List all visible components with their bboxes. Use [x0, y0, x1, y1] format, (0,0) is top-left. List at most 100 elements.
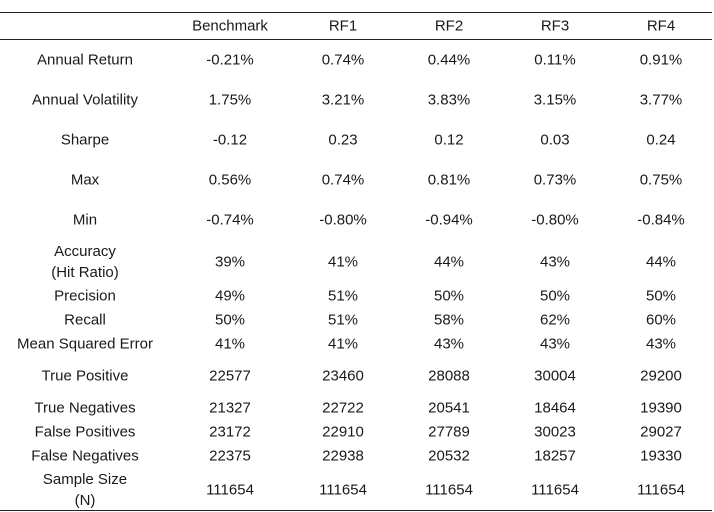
- cell-rf4: 0.91%: [639, 51, 683, 69]
- cell-rf4: 50%: [645, 287, 677, 305]
- cell-rf3: 30004: [534, 367, 576, 385]
- cell-rf4: 0.75%: [639, 171, 683, 189]
- cell-benchmark: 22577: [209, 367, 251, 385]
- cell-rf1: 41%: [327, 253, 359, 271]
- cell-rf3: 0.11%: [534, 51, 576, 69]
- cell-rf1: 41%: [327, 335, 359, 353]
- cell-rf3: 0.03: [540, 131, 570, 149]
- row-label: Accuracy (Hit Ratio): [0, 241, 170, 283]
- row-label-line: Accuracy: [54, 243, 116, 260]
- cell-benchmark: 23172: [209, 423, 251, 441]
- cell-rf4: 19330: [640, 447, 682, 465]
- cell-rf3: 62%: [539, 311, 571, 329]
- row-label-line: Recall: [64, 311, 106, 329]
- cell-rf3: 3.15%: [533, 91, 577, 109]
- cell-rf4: 3.77%: [639, 91, 683, 109]
- row-label: Precision: [0, 286, 170, 307]
- cell-rf1: 0.74%: [321, 171, 365, 189]
- row-label-line: Sharpe: [60, 131, 110, 149]
- cell-rf2: 0.44%: [427, 51, 471, 69]
- row-label-line: Mean Squared Error: [17, 335, 153, 353]
- row-label: Annual Return: [0, 50, 170, 71]
- cell-rf4: 111654: [637, 481, 685, 499]
- cell-rf2: 0.12: [434, 131, 464, 149]
- cell-rf1: 51%: [327, 311, 359, 329]
- row-label: Recall: [0, 310, 170, 331]
- cell-rf2: 50%: [433, 287, 465, 305]
- cell-rf2: 20541: [428, 399, 470, 417]
- table-row: True Negatives 21327 22722 20541 18464 19390: [0, 397, 714, 419]
- row-label-line: Annual Return: [37, 51, 133, 69]
- row-label: True Positive: [0, 366, 170, 387]
- row-label-line: Annual Volatility: [32, 91, 138, 109]
- cell-rf1: 0.23: [328, 131, 358, 149]
- cell-benchmark: 22375: [209, 447, 251, 465]
- row-label-line: False Positives: [34, 423, 136, 441]
- cell-rf4: 29200: [640, 367, 682, 385]
- header-cell-benchmark: Benchmark: [192, 17, 268, 35]
- cell-benchmark: 1.75%: [208, 91, 252, 109]
- cell-rf3: 0.73%: [533, 171, 577, 189]
- table-row: Annual Volatility 1.75% 3.21% 3.83% 3.15% 3.7…: [0, 89, 714, 111]
- cell-rf1: 3.21%: [321, 91, 365, 109]
- row-label: Sharpe: [0, 130, 170, 151]
- row-label: Mean Squared Error: [0, 334, 170, 355]
- table-row: True Positive 22577 23460 28088 30004 29200: [0, 365, 714, 387]
- cell-rf3: 30023: [534, 423, 576, 441]
- cell-rf1: 51%: [327, 287, 359, 305]
- row-label-line: Min: [72, 211, 98, 229]
- cell-rf4: 43%: [645, 335, 677, 353]
- cell-rf4: 60%: [645, 311, 677, 329]
- table-row: False Positives 23172 22910 27789 30023 29027: [0, 421, 714, 443]
- cell-rf4: 29027: [640, 423, 682, 441]
- cell-rf2: 20532: [428, 447, 470, 465]
- cell-rf1: -0.80%: [319, 211, 367, 229]
- table-row: Mean Squared Error 41% 41% 43% 43% 43%: [0, 333, 714, 355]
- table-header-row: Benchmark RF1 RF2 RF3 RF4: [0, 14, 714, 38]
- cell-rf1: 22938: [322, 447, 364, 465]
- header-cell-rf1: RF1: [328, 17, 358, 35]
- cell-rf3: 43%: [539, 253, 571, 271]
- table-row: Accuracy (Hit Ratio) 39% 41% 44% 43% 44%: [0, 240, 714, 284]
- row-label-line: (Hit Ratio): [51, 264, 119, 281]
- row-label: Max: [0, 170, 170, 191]
- cell-benchmark: -0.12: [212, 131, 248, 149]
- cell-benchmark: 41%: [214, 335, 246, 353]
- cell-benchmark: 50%: [214, 311, 246, 329]
- row-label: False Negatives: [0, 446, 170, 467]
- cell-rf2: 27789: [428, 423, 470, 441]
- cell-rf1: 111654: [319, 481, 367, 499]
- cell-rf3: 50%: [539, 287, 571, 305]
- row-label: True Negatives: [0, 398, 170, 419]
- row-label-line: Precision: [54, 287, 116, 305]
- table-row: False Negatives 22375 22938 20532 18257 19330: [0, 445, 714, 467]
- header-cell-rf2: RF2: [434, 17, 464, 35]
- row-label: Min: [0, 210, 170, 231]
- cell-rf2: 111654: [425, 481, 473, 499]
- cell-rf2: 3.83%: [427, 91, 471, 109]
- table-row: Annual Return -0.21% 0.74% 0.44% 0.11% 0.91%: [0, 49, 714, 71]
- cell-rf4: 44%: [645, 253, 677, 271]
- cell-rf4: 19390: [640, 399, 682, 417]
- row-label: Annual Volatility: [0, 90, 170, 111]
- cell-rf4: 0.24: [646, 131, 676, 149]
- cell-rf1: 23460: [322, 367, 364, 385]
- row-label-line: Max: [70, 171, 100, 189]
- cell-benchmark: -0.74%: [206, 211, 254, 229]
- header-cell-rf3: RF3: [540, 17, 570, 35]
- cell-benchmark: -0.21%: [206, 51, 254, 69]
- table-row: Sharpe -0.12 0.23 0.12 0.03 0.24: [0, 129, 714, 151]
- row-label-line: Sample Size: [42, 471, 128, 488]
- cell-benchmark: 21327: [209, 399, 251, 417]
- cell-rf3: 18464: [534, 399, 576, 417]
- cell-rf1: 22722: [322, 399, 364, 417]
- table-row: Recall 50% 51% 58% 62% 60%: [0, 309, 714, 331]
- row-label-line: True Positive: [41, 367, 129, 385]
- table-row: Sample Size (N) 111654 111654 111654 111654 11…: [0, 468, 714, 512]
- cell-rf3: 18257: [534, 447, 576, 465]
- table-header-rule: [0, 39, 712, 40]
- cell-rf2: -0.94%: [425, 211, 473, 229]
- cell-rf3: -0.80%: [531, 211, 579, 229]
- row-label-line: True Negatives: [34, 399, 136, 417]
